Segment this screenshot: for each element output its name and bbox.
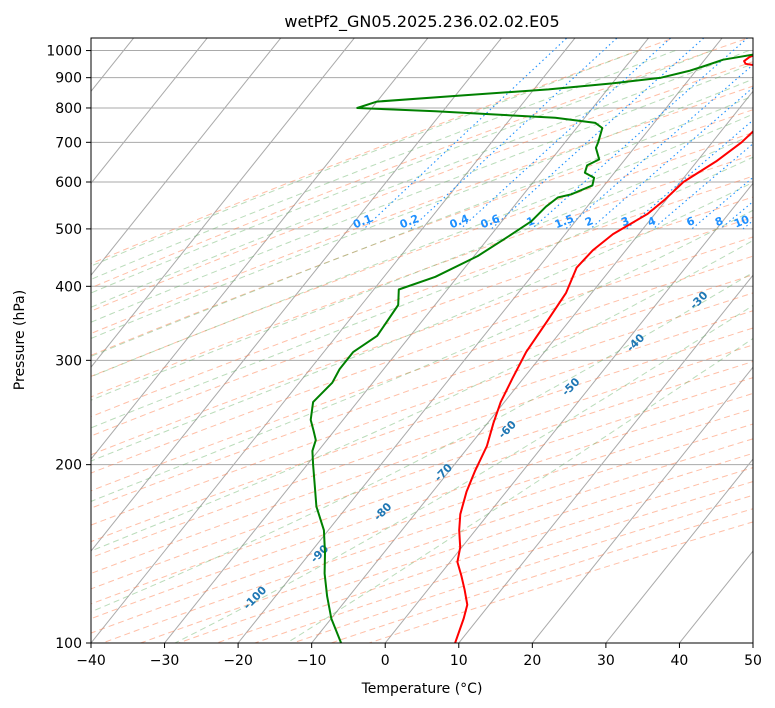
- mixing-ratio-label: 2: [583, 214, 595, 229]
- y-tick-label: 500: [55, 222, 82, 238]
- isotherm-line: [237, 38, 723, 643]
- x-tick-label: −10: [297, 653, 327, 669]
- moist-adiabat-line: [91, 50, 676, 280]
- isotherm-line: [91, 38, 576, 643]
- dewpoint-profile-line: [309, 53, 753, 643]
- dry-adiabat-line: [91, 327, 753, 559]
- y-tick-label: 700: [55, 135, 82, 151]
- y-tick-label: 800: [55, 101, 82, 117]
- x-tick-label: 30: [597, 653, 615, 669]
- mixing-ratio-label: 3: [619, 214, 631, 229]
- dry-adiabat-line: [91, 175, 753, 418]
- isotherm-line: [458, 274, 753, 643]
- y-tick-label: 200: [55, 458, 82, 474]
- isotherm-line: [91, 38, 429, 460]
- isotherm-line: [91, 38, 355, 368]
- isotherm-line: [678, 550, 753, 643]
- temperature-profile-line: [454, 54, 753, 643]
- plot-frame: [90, 37, 754, 644]
- dry-adiabat-line: [91, 274, 753, 509]
- moist-adiabat-line: [91, 239, 753, 552]
- isotherm-line: [311, 90, 753, 643]
- moist-adiabat-line: [91, 63, 753, 323]
- mixing-ratio-line: [363, 38, 568, 230]
- isotherm-line: [531, 366, 753, 643]
- x-tick-label: 40: [671, 653, 689, 669]
- dry-adiabat-line: [91, 61, 753, 312]
- dry-adiabat-label: -20: [750, 247, 773, 270]
- moist-adiabat-line: [91, 50, 749, 308]
- mixing-ratio-label: 10: [732, 213, 751, 231]
- x-tick-label: 0: [381, 653, 390, 669]
- mixing-ratio-label: 8: [713, 214, 725, 229]
- background-grid: 0.10.20.40.611.52346810131620253036-100-…: [91, 38, 773, 643]
- dry-adiabat-line: [91, 360, 753, 590]
- y-tick-label: 300: [55, 353, 82, 369]
- chart-title: wetPf2_GN05.2025.236.02.02.E05: [284, 12, 559, 32]
- x-tick-label: −40: [76, 653, 106, 669]
- x-tick-label: 10: [450, 653, 468, 669]
- moist-adiabat-line: [91, 95, 753, 358]
- isotherm-line: [91, 38, 503, 552]
- y-tick-label: 400: [55, 279, 82, 295]
- mixing-ratio-line: [460, 38, 672, 230]
- isotherm-line: [605, 458, 753, 643]
- dry-adiabat-line: [91, 196, 753, 437]
- dry-adiabat-line: [91, 236, 753, 474]
- mixing-ratio-line: [491, 38, 705, 230]
- y-axis-label: Pressure (hPa): [12, 290, 28, 390]
- mixing-ratio-line: [531, 38, 749, 230]
- moist-adiabat-line: [91, 78, 753, 339]
- y-tick-label: 1000: [46, 44, 82, 60]
- mixing-ratio-line: [691, 176, 753, 230]
- x-axis-label: Temperature (°C): [361, 681, 483, 697]
- moist-adiabat-line: [91, 134, 753, 401]
- y-tick-label: 600: [55, 175, 82, 191]
- moist-adiabat-line: [91, 50, 639, 267]
- y-tick-label: 100: [55, 636, 82, 652]
- isotherm-line: [91, 38, 208, 185]
- isotherm-line: [91, 38, 282, 277]
- x-tick-label: −30: [150, 653, 180, 669]
- moist-adiabat-line: [91, 209, 753, 502]
- dry-adiabat-line: [91, 132, 753, 377]
- axes: −40 −30 −20 −10 0 10 20 30 40 50 100 200 300 400 500 60…: [46, 44, 762, 669]
- isotherm-line: [163, 38, 650, 643]
- y-tick-label: 900: [55, 71, 82, 87]
- x-tick-label: −20: [223, 653, 253, 669]
- mixing-ratio-line: [410, 38, 618, 230]
- profile-lines: [309, 53, 753, 643]
- dry-adiabat-line: [91, 85, 753, 335]
- isotherm-line: [384, 182, 753, 643]
- dry-adiabat-line: [91, 392, 753, 620]
- mixing-ratio-line: [590, 86, 753, 230]
- x-tick-label: 50: [744, 653, 762, 669]
- x-tick-label: 20: [523, 653, 541, 669]
- moist-adiabat-line: [91, 181, 753, 462]
- dry-adiabat-line: [91, 310, 753, 543]
